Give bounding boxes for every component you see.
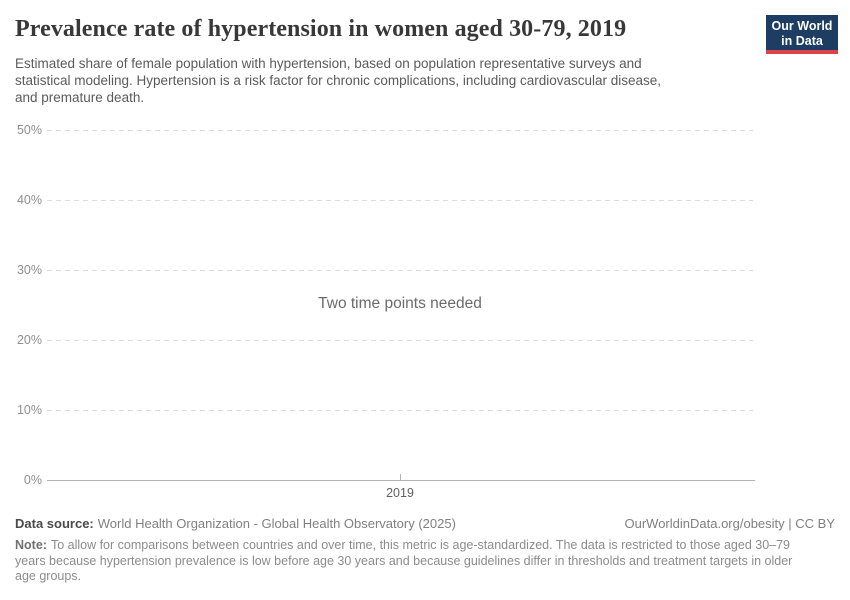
attribution-link[interactable]: OurWorldinData.org/obesity | CC BY	[624, 516, 836, 531]
subtitle-line: Estimated share of female population wit…	[15, 56, 642, 71]
owid-logo[interactable]: Our World in Data	[766, 15, 838, 54]
gridline	[47, 340, 753, 341]
x-axis-line	[47, 480, 755, 481]
note-line: years because hypertension prevalence is…	[15, 553, 793, 568]
y-axis-label: 10%	[16, 403, 42, 417]
note-text: To allow for comparisons between countri…	[50, 538, 791, 552]
data-source-value: World Health Organization - Global Healt…	[97, 516, 456, 531]
gridline	[47, 200, 753, 201]
y-axis-label: 20%	[16, 333, 42, 347]
page-title: Prevalence rate of hypertension in women…	[15, 16, 627, 42]
footer-source-row: Data source: World Health Organization - …	[15, 516, 835, 532]
empty-chart-message: Two time points needed	[318, 295, 482, 312]
gridline	[47, 130, 753, 131]
subtitle-line: statistical modeling. Hypertension is a …	[15, 73, 662, 88]
owid-logo-line2: in Data	[781, 34, 823, 48]
gridline	[47, 410, 753, 411]
data-source-label: Data source:	[15, 516, 94, 531]
note-label: Note:	[15, 538, 47, 552]
y-axis-label: 30%	[16, 263, 42, 277]
x-axis-tick	[400, 474, 401, 481]
x-axis-label: 2019	[386, 486, 414, 500]
footer-note: Note: To allow for comparisons between co…	[15, 538, 840, 585]
data-source: Data source: World Health Organization - …	[15, 516, 456, 532]
note-line: Note: To allow for comparisons between co…	[15, 538, 840, 554]
y-axis-label: 0%	[23, 473, 42, 487]
chart-subtitle: Estimated share of female population wit…	[15, 55, 775, 106]
y-axis-label: 40%	[16, 193, 42, 207]
owid-logo-line1: Our World	[771, 19, 833, 33]
gridline	[47, 270, 753, 271]
y-axis-label: 50%	[16, 123, 42, 137]
subtitle-line: and premature death.	[15, 90, 145, 105]
note-line: age groups.	[15, 569, 82, 583]
